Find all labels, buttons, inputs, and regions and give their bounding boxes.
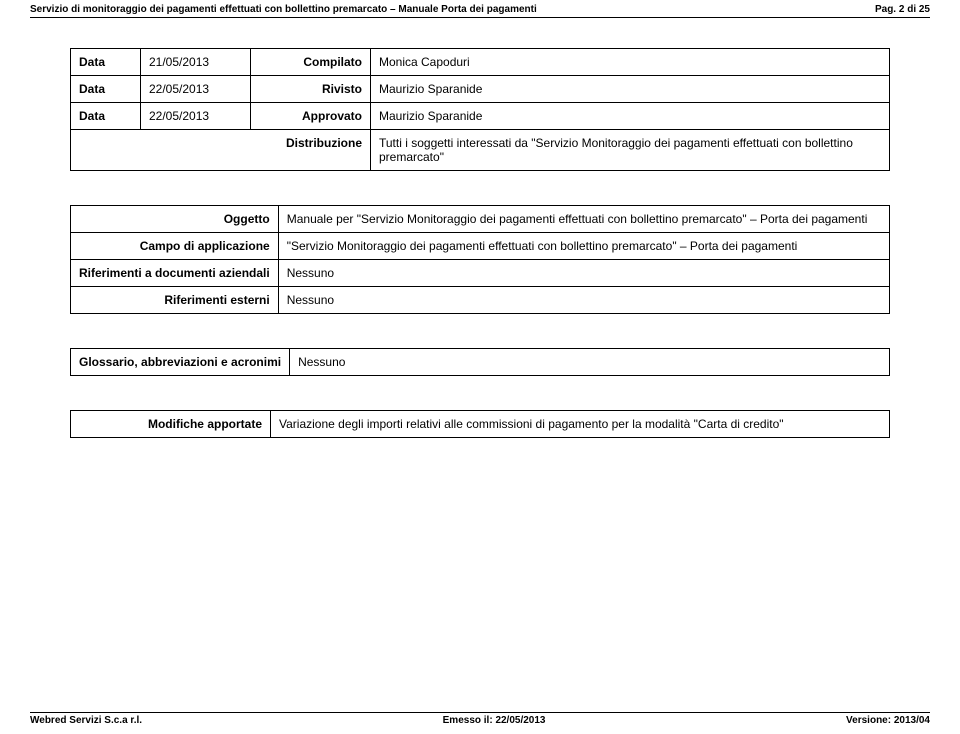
cell-key: Riferimenti esterni <box>71 287 279 314</box>
page: Servizio di monitoraggio dei pagamenti e… <box>0 0 960 734</box>
footer-left: Webred Servizi S.c.a r.l. <box>30 715 142 726</box>
cell-value: Manuale per "Servizio Monitoraggio dei p… <box>278 206 889 233</box>
cell-key: Campo di applicazione <box>71 233 279 260</box>
cell-key: Approvato <box>251 103 371 130</box>
header-title: Servizio di monitoraggio dei pagamenti e… <box>30 4 537 15</box>
cell-label: Data <box>71 49 141 76</box>
cell-value: Nessuno <box>278 287 889 314</box>
cell-key: Modifiche apportate <box>71 411 271 438</box>
cell-value: Nessuno <box>278 260 889 287</box>
table-row: Glossario, abbreviazioni e acronimi Ness… <box>71 349 890 376</box>
glossary-table: Glossario, abbreviazioni e acronimi Ness… <box>70 348 890 376</box>
footer-center: Emesso il: 22/05/2013 <box>443 715 546 726</box>
table-row: Data 21/05/2013 Compilato Monica Capodur… <box>71 49 890 76</box>
table-row: Riferimenti esterni Nessuno <box>71 287 890 314</box>
footer-right: Versione: 2013/04 <box>846 715 930 726</box>
table-row: Riferimenti a documenti aziendali Nessun… <box>71 260 890 287</box>
table-row: Data 22/05/2013 Approvato Maurizio Spara… <box>71 103 890 130</box>
cell-label: Data <box>71 76 141 103</box>
table-row: Oggetto Manuale per "Servizio Monitoragg… <box>71 206 890 233</box>
cell-date: 22/05/2013 <box>141 76 251 103</box>
cell-value: "Servizio Monitoraggio dei pagamenti eff… <box>278 233 889 260</box>
cell-value: Variazione degli importi relativi alle c… <box>271 411 890 438</box>
header-page-number: Pag. 2 di 25 <box>875 4 930 15</box>
cell-date: 22/05/2013 <box>141 103 251 130</box>
table-row: Distribuzione Tutti i soggetti interessa… <box>71 130 890 171</box>
cell-key: Riferimenti a documenti aziendali <box>71 260 279 287</box>
cell-value: Nessuno <box>290 349 890 376</box>
cell-key: Oggetto <box>71 206 279 233</box>
page-header: Servizio di monitoraggio dei pagamenti e… <box>0 0 960 15</box>
table-row: Campo di applicazione "Servizio Monitora… <box>71 233 890 260</box>
cell-value: Maurizio Sparanide <box>371 103 890 130</box>
cell-date: 21/05/2013 <box>141 49 251 76</box>
cell-key: Rivisto <box>251 76 371 103</box>
details-table: Oggetto Manuale per "Servizio Monitoragg… <box>70 205 890 314</box>
cell-value: Maurizio Sparanide <box>371 76 890 103</box>
table-row: Data 22/05/2013 Rivisto Maurizio Sparani… <box>71 76 890 103</box>
doc-control-table: Data 21/05/2013 Compilato Monica Capodur… <box>70 48 890 171</box>
cell-key: Glossario, abbreviazioni e acronimi <box>71 349 290 376</box>
cell-label: Data <box>71 103 141 130</box>
cell-key: Distribuzione <box>71 130 371 171</box>
footer-rule <box>30 712 930 713</box>
cell-key: Compilato <box>251 49 371 76</box>
cell-value: Monica Capoduri <box>371 49 890 76</box>
cell-value: Tutti i soggetti interessati da "Servizi… <box>371 130 890 171</box>
content-area: Data 21/05/2013 Compilato Monica Capodur… <box>0 18 960 438</box>
changes-table: Modifiche apportate Variazione degli imp… <box>70 410 890 438</box>
footer-row: Webred Servizi S.c.a r.l. Emesso il: 22/… <box>30 715 930 726</box>
table-row: Modifiche apportate Variazione degli imp… <box>71 411 890 438</box>
page-footer: Webred Servizi S.c.a r.l. Emesso il: 22/… <box>0 712 960 726</box>
